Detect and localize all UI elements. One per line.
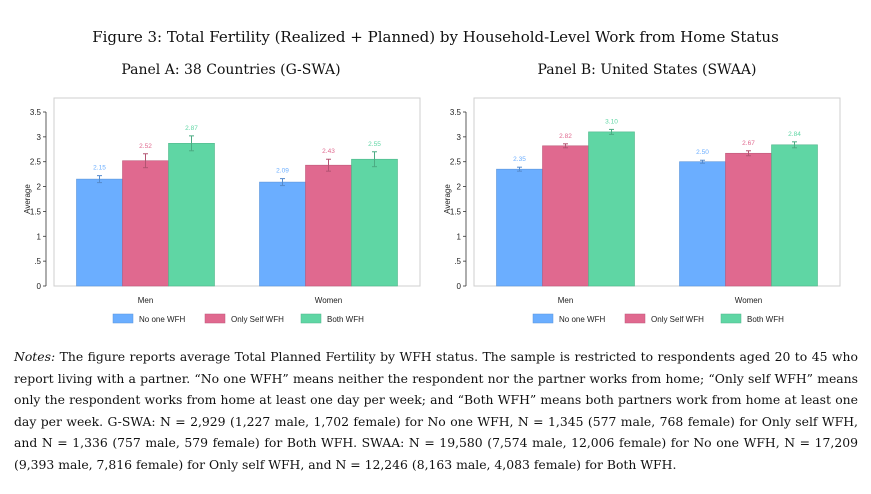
bar-only-self-wfh-women (725, 152, 772, 287)
y-axis-label: Average (443, 184, 452, 214)
data-label: 2.35 (513, 156, 526, 163)
bar-only-self-wfh-men (542, 145, 589, 287)
legend-swatch (300, 313, 322, 324)
figure-notes: Notes: The figure reports average Total … (14, 346, 858, 475)
y-tick-label: 3.5 (30, 108, 42, 117)
data-label: 2.52 (139, 143, 152, 150)
panel-b-chart: 0 .5 1 1.5 2 2.5 3 3.5 Average 2.35 2.82 3.10 Men 2.5… (443, 97, 841, 324)
legend-label: Only Self WFH (651, 315, 704, 324)
plot-frame (473, 97, 841, 287)
x-category-label: Men (138, 296, 154, 305)
y-axis-label: Average (23, 184, 32, 214)
data-label: 3.10 (605, 118, 618, 125)
y-tick-label: .5 (454, 257, 461, 266)
notes-text: The figure reports average Total Planned… (14, 349, 858, 472)
data-label: 2.82 (559, 133, 572, 140)
y-tick-label: 0 (37, 282, 42, 291)
y-tick-label: 2.5 (450, 158, 462, 167)
y-tick-label: 1 (457, 232, 462, 241)
data-label: 2.55 (368, 141, 381, 148)
y-tick-label: 1 (37, 232, 42, 241)
y-tick-label: 1.5 (30, 207, 42, 216)
plot-frame (53, 97, 421, 287)
data-label: 2.43 (322, 148, 335, 155)
y-tick-label: 2 (457, 183, 462, 192)
data-label: 2.50 (696, 149, 709, 156)
legend-label: Both WFH (747, 315, 784, 324)
y-tick-label: 3 (457, 133, 462, 142)
legend-label: Only Self WFH (231, 315, 284, 324)
bar-both-wfh-men (588, 131, 635, 287)
data-label: 2.84 (788, 131, 801, 138)
bar-both-wfh-women (771, 144, 818, 287)
x-category-label: Women (315, 296, 342, 305)
data-label: 2.15 (93, 165, 106, 172)
y-tick-label: 0 (457, 282, 462, 291)
y-tick-label: 2.5 (30, 158, 42, 167)
bar-no-one-wfh-men (76, 178, 123, 287)
data-label: 2.67 (742, 140, 755, 147)
legend-label: No one WFH (139, 315, 185, 324)
bar-no-one-wfh-men (496, 168, 543, 287)
y-tick-label: .5 (34, 257, 41, 266)
legend-swatch (720, 313, 742, 324)
figure-title: Figure 3: Total Fertility (Realized + Pl… (92, 28, 779, 46)
x-category-label: Men (558, 296, 574, 305)
y-tick-label: 2 (37, 183, 42, 192)
bar-both-wfh-men (168, 143, 215, 287)
panel-b-title: Panel B: United States (SWAA) (537, 62, 757, 78)
panel-a-title: Panel A: 38 Countries (G-SWA) (121, 62, 341, 78)
legend-label: Both WFH (327, 315, 364, 324)
legend-swatch (624, 313, 646, 324)
x-category-label: Women (735, 296, 762, 305)
y-tick-label: 3 (37, 133, 42, 142)
notes-label: Notes: (14, 349, 56, 364)
bar-both-wfh-women (351, 158, 398, 287)
y-tick-label: 3.5 (450, 108, 462, 117)
bar-no-one-wfh-women (259, 181, 306, 287)
bar-only-self-wfh-women (305, 164, 352, 287)
panel-a-chart: 0 .5 1 1.5 2 2.5 3 3.5 Average 2.15 2.52 2.87 Men 2.0… (23, 97, 421, 324)
legend-swatch (532, 313, 554, 324)
data-label: 2.87 (185, 125, 198, 132)
legend-swatch (112, 313, 134, 324)
bar-no-one-wfh-women (679, 161, 726, 287)
y-tick-label: 1.5 (450, 207, 462, 216)
legend-label: No one WFH (559, 315, 605, 324)
legend-swatch (204, 313, 226, 324)
data-label: 2.09 (276, 168, 289, 175)
bar-only-self-wfh-men (122, 160, 169, 287)
